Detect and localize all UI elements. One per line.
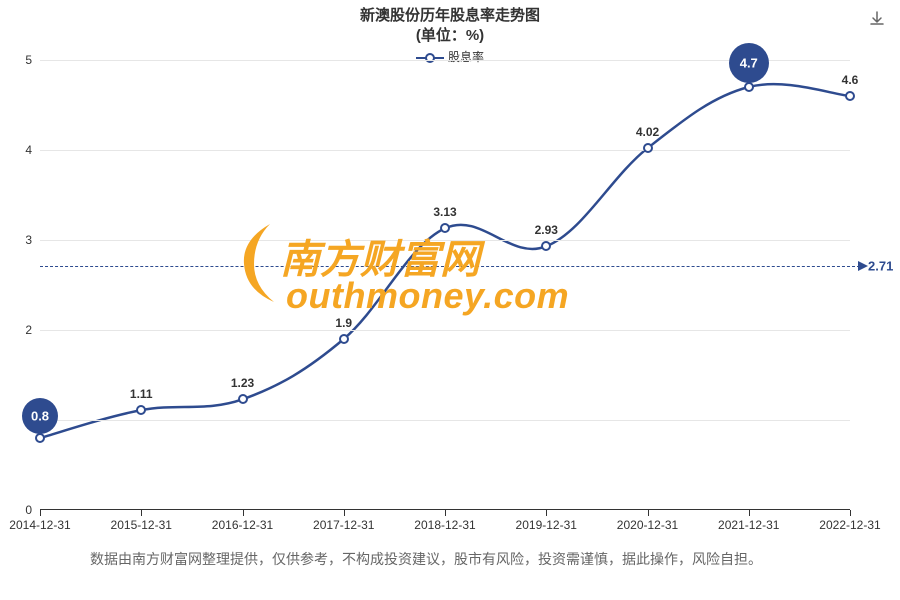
download-icon[interactable] <box>868 10 886 33</box>
gridline <box>40 420 850 421</box>
x-tick-label: 2014-12-31 <box>9 518 70 532</box>
reference-line <box>40 266 860 267</box>
title-line-1: 新澳股份历年股息率走势图 <box>0 6 900 26</box>
x-tick <box>749 510 750 516</box>
point-label: 1.23 <box>231 376 254 390</box>
x-tick <box>40 510 41 516</box>
data-point[interactable] <box>541 241 551 251</box>
y-tick-label: 0 <box>25 503 32 517</box>
chart-container: 新澳股份历年股息率走势图 (单位：%) 股息率 0123452014-12-31… <box>0 0 900 600</box>
data-point[interactable] <box>238 394 248 404</box>
plot-area: 0123452014-12-312015-12-312016-12-312017… <box>40 60 850 510</box>
reference-label: 2.71 <box>868 259 893 274</box>
reference-arrow-icon <box>858 261 868 271</box>
y-tick-label: 2 <box>25 323 32 337</box>
point-label: 1.11 <box>130 387 153 401</box>
disclaimer-text: 数据由南方财富网整理提供，仅供参考，不构成投资建议，股市有风险，投资需谨慎，据此… <box>90 548 850 570</box>
x-tick-label: 2018-12-31 <box>414 518 475 532</box>
y-tick-label: 4 <box>25 143 32 157</box>
highlight-label: 0.8 <box>31 409 49 424</box>
x-tick-label: 2019-12-31 <box>516 518 577 532</box>
x-axis <box>40 509 850 510</box>
gridline <box>40 150 850 151</box>
x-tick-label: 2016-12-31 <box>212 518 273 532</box>
point-label: 3.13 <box>433 205 456 219</box>
y-tick-label: 3 <box>25 233 32 247</box>
data-point[interactable] <box>845 91 855 101</box>
data-point[interactable] <box>136 405 146 415</box>
x-tick <box>445 510 446 516</box>
gridline <box>40 330 850 331</box>
x-tick-label: 2022-12-31 <box>819 518 880 532</box>
data-point[interactable] <box>339 334 349 344</box>
x-tick-label: 2017-12-31 <box>313 518 374 532</box>
x-tick <box>344 510 345 516</box>
point-label: 1.9 <box>335 316 352 330</box>
series-line <box>40 60 850 510</box>
gridline <box>40 240 850 241</box>
data-point[interactable] <box>440 223 450 233</box>
point-label: 4.02 <box>636 125 659 139</box>
x-tick <box>243 510 244 516</box>
data-point[interactable] <box>35 433 45 443</box>
x-tick <box>648 510 649 516</box>
x-tick <box>141 510 142 516</box>
x-tick-label: 2020-12-31 <box>617 518 678 532</box>
x-tick <box>546 510 547 516</box>
title-line-2: (单位：%) <box>0 26 900 46</box>
y-tick-label: 5 <box>25 53 32 67</box>
point-label: 4.6 <box>842 73 859 87</box>
x-tick-label: 2015-12-31 <box>111 518 172 532</box>
x-tick-label: 2021-12-31 <box>718 518 779 532</box>
highlight-label: 4.7 <box>740 56 758 71</box>
x-tick <box>850 510 851 516</box>
data-point[interactable] <box>744 82 754 92</box>
data-point[interactable] <box>643 143 653 153</box>
chart-title: 新澳股份历年股息率走势图 (单位：%) <box>0 6 900 45</box>
point-label: 2.93 <box>535 223 558 237</box>
